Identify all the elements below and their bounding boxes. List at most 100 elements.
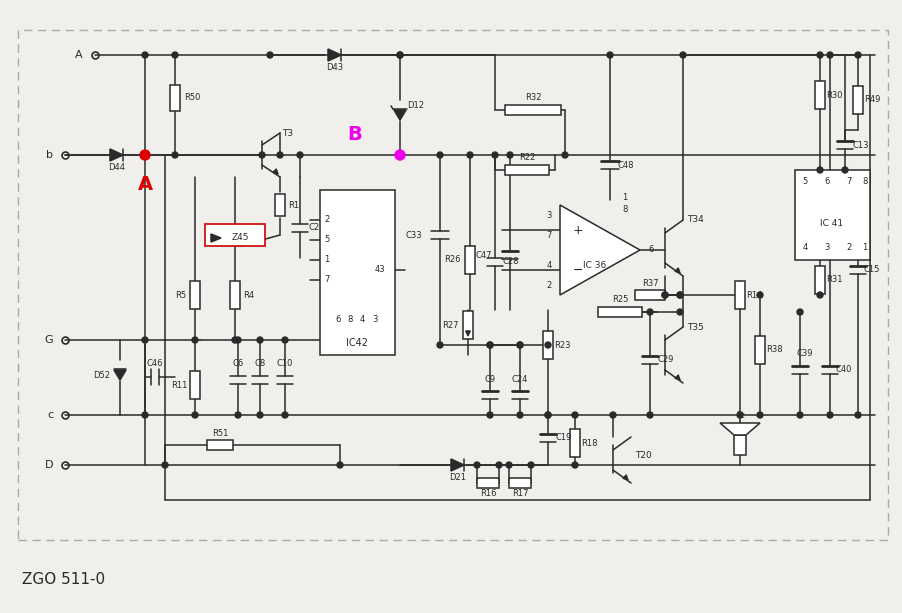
Text: C47: C47 [475, 251, 492, 259]
Circle shape [797, 309, 803, 315]
Text: C6: C6 [233, 359, 244, 368]
Bar [230, 281, 240, 309]
Circle shape [757, 412, 763, 418]
Circle shape [235, 412, 241, 418]
Circle shape [855, 52, 861, 58]
Text: C28: C28 [502, 257, 520, 267]
Text: 2: 2 [325, 216, 329, 224]
Text: T35: T35 [687, 322, 704, 332]
Text: D: D [44, 460, 53, 470]
Circle shape [545, 342, 551, 348]
Text: R38: R38 [766, 346, 782, 354]
Polygon shape [328, 49, 341, 61]
Bar [505, 165, 549, 175]
Circle shape [142, 152, 148, 158]
Circle shape [797, 412, 803, 418]
Text: 1: 1 [325, 256, 329, 264]
Text: 4: 4 [547, 261, 552, 270]
Circle shape [680, 52, 686, 58]
Text: C40: C40 [836, 365, 852, 375]
Circle shape [677, 292, 683, 298]
Polygon shape [560, 205, 640, 295]
Text: D12: D12 [408, 101, 425, 110]
Bar [190, 281, 200, 309]
Text: 6: 6 [336, 316, 341, 324]
Text: 3: 3 [373, 316, 378, 324]
Text: c: c [47, 410, 53, 420]
Circle shape [528, 462, 534, 468]
Text: R27: R27 [442, 321, 458, 330]
Bar [320, 190, 395, 355]
Circle shape [397, 152, 403, 158]
Text: C9: C9 [484, 375, 495, 384]
Circle shape [232, 337, 238, 343]
Text: IC42: IC42 [346, 338, 368, 348]
Circle shape [259, 152, 265, 158]
Text: T34: T34 [687, 216, 704, 224]
Circle shape [437, 342, 443, 348]
Text: 1: 1 [862, 243, 868, 253]
Text: 2: 2 [547, 281, 552, 289]
Circle shape [545, 412, 551, 418]
Text: R50: R50 [184, 94, 200, 102]
Circle shape [827, 52, 833, 58]
Text: 8: 8 [347, 316, 353, 324]
Text: 3: 3 [547, 210, 552, 219]
Text: R26: R26 [444, 256, 460, 264]
Text: 1: 1 [622, 192, 628, 202]
Bar [570, 429, 580, 457]
Bar [463, 311, 473, 339]
Circle shape [517, 412, 523, 418]
Text: R31: R31 [825, 275, 842, 284]
Text: Z45: Z45 [231, 234, 249, 243]
Polygon shape [394, 110, 406, 120]
Text: R51: R51 [212, 428, 228, 438]
Circle shape [235, 337, 241, 343]
Bar [795, 170, 870, 260]
Circle shape [545, 412, 551, 418]
Text: 2: 2 [846, 243, 851, 253]
Bar [815, 81, 825, 109]
Text: C19: C19 [556, 433, 572, 443]
Circle shape [662, 292, 668, 298]
Bar [755, 336, 765, 364]
Circle shape [277, 152, 283, 158]
Circle shape [142, 412, 148, 418]
Text: 7: 7 [846, 178, 851, 186]
Circle shape [572, 412, 578, 418]
Text: R11: R11 [170, 381, 188, 389]
Polygon shape [720, 423, 760, 435]
Circle shape [572, 462, 578, 468]
Text: A: A [137, 175, 152, 194]
Circle shape [517, 342, 523, 348]
Circle shape [817, 167, 823, 173]
Bar [815, 266, 825, 294]
Bar [18, 30, 888, 540]
Text: R25: R25 [612, 295, 628, 305]
Text: +: + [573, 224, 584, 237]
Text: C2: C2 [308, 224, 319, 232]
Circle shape [496, 462, 502, 468]
Circle shape [607, 52, 613, 58]
Circle shape [192, 412, 198, 418]
Text: R32: R32 [525, 94, 541, 102]
Bar [735, 281, 745, 309]
Circle shape [395, 150, 405, 160]
Circle shape [647, 412, 653, 418]
Text: T3: T3 [282, 129, 293, 137]
Bar [190, 371, 200, 399]
Text: A: A [76, 50, 83, 60]
Text: C46: C46 [147, 359, 163, 368]
Bar [543, 331, 553, 359]
Circle shape [437, 152, 443, 158]
Text: R4: R4 [244, 291, 254, 300]
Bar [275, 194, 285, 216]
Circle shape [507, 152, 513, 158]
Text: R16: R16 [480, 489, 496, 498]
Text: IC 41: IC 41 [821, 218, 843, 227]
Text: 7: 7 [325, 275, 330, 284]
Text: C8: C8 [254, 359, 265, 368]
Circle shape [610, 412, 616, 418]
Text: IC 36: IC 36 [584, 261, 607, 270]
Text: 7: 7 [547, 230, 552, 240]
